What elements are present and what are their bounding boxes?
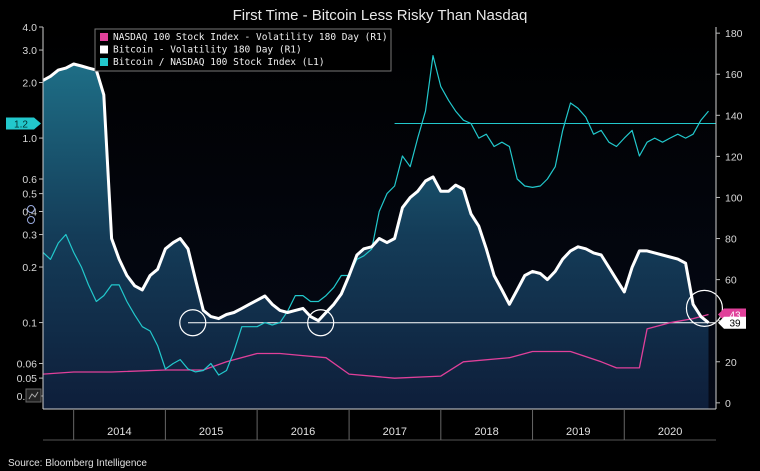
btc-nasdaq-ratio-line: [43, 55, 709, 376]
left-tick-label: 0.5: [22, 189, 37, 201]
left-tick-label: 3.0: [22, 45, 37, 57]
right-tick-label: 0: [725, 398, 731, 410]
nasdaq-volatility-line: [43, 313, 709, 379]
right-value-badge-label: 43: [729, 311, 741, 322]
right-tick-label: 120: [725, 151, 743, 163]
x-tick-label: 2015: [199, 426, 223, 438]
legend-swatch: [100, 45, 108, 54]
left-tick-label: 4.0: [22, 22, 37, 34]
legend-entry-label: NASDAQ 100 Stock Index - Volatility 180 …: [113, 32, 388, 43]
series-lines: [43, 55, 710, 379]
left-tick-label: 0.3: [22, 230, 37, 242]
x-tick-label: 2014: [107, 426, 131, 438]
legend-swatch: [100, 58, 108, 66]
legend-box: [94, 28, 392, 72]
right-tick-label: 160: [725, 69, 743, 81]
x-tick-label: 2020: [658, 426, 682, 438]
right-tick-label: 60: [725, 275, 737, 287]
legend-swatch: [100, 33, 108, 41]
legend: NASDAQ 100 Stock Index - Volatility 180 …: [94, 28, 392, 72]
highlight-circle: [179, 309, 207, 337]
left-value-badge-label: 1.2: [14, 119, 28, 130]
legend-entry-label: Bitcoin - Volatility 180 Day (R1): [113, 45, 302, 56]
right-tick-label: 80: [725, 234, 737, 246]
chart-title: First Time - Bitcoin Less Risky Than Nas…: [233, 7, 528, 24]
reference-lines: [188, 122, 716, 324]
legend-entry-label: Bitcoin / NASDAQ 100 Stock Index (L1): [113, 57, 325, 68]
left-tick-label: 0.6: [22, 174, 37, 186]
left-tick-label: 0.06: [17, 358, 38, 370]
left-axis-zoom-icon[interactable]: [27, 205, 35, 224]
source-note: Source: Bloomberg Intelligence: [8, 458, 147, 469]
left-tick-label: 2.0: [22, 78, 37, 90]
right-value-badge-label: 39: [729, 319, 741, 330]
right-axis-ticks: 020406080100120140160180: [716, 28, 743, 410]
x-tick-label: 2019: [566, 426, 590, 438]
chart-options-icon[interactable]: [25, 388, 42, 403]
left-tick-label: 0.1: [22, 318, 37, 330]
highlight-circles: [179, 289, 724, 337]
left-tick-label: 0.2: [22, 262, 37, 274]
left-tick-label: 1.0: [22, 133, 37, 145]
right-tick-label: 140: [725, 110, 743, 122]
left-tick-label: 0.05: [17, 373, 38, 385]
right-tick-label: 180: [725, 28, 743, 40]
x-axis-ticks: 2014 2015 2016 2017 2018 2019 2020: [73, 409, 682, 440]
right-tick-label: 20: [725, 357, 737, 369]
highlight-circle: [307, 309, 335, 337]
bitcoin-volatility-line: [43, 62, 710, 324]
x-tick-label: 2017: [383, 426, 407, 438]
highlight-circle: [685, 289, 724, 327]
left-value-badge: [6, 117, 41, 130]
x-tick-label: 2016: [291, 426, 315, 438]
x-tick-label: 2018: [474, 426, 498, 438]
right-tick-label: 100: [725, 192, 743, 204]
right-value-badge: [718, 316, 746, 329]
